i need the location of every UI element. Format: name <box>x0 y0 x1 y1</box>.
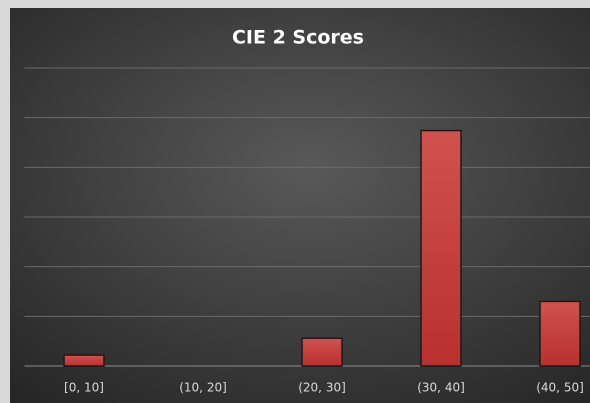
chart-background <box>10 8 590 403</box>
bar <box>420 129 462 367</box>
x-tick-label: (40, 50] <box>536 381 584 395</box>
x-tick-label: (20, 30] <box>298 381 346 395</box>
x-tick-label: [0, 10] <box>64 381 104 395</box>
bar <box>301 337 343 367</box>
x-tick-label: (10, 20] <box>179 381 227 395</box>
bar <box>539 300 581 367</box>
chart-title: CIE 2 Scores <box>232 27 364 49</box>
bar <box>63 354 105 367</box>
x-tick-label: (30, 40] <box>417 381 465 395</box>
